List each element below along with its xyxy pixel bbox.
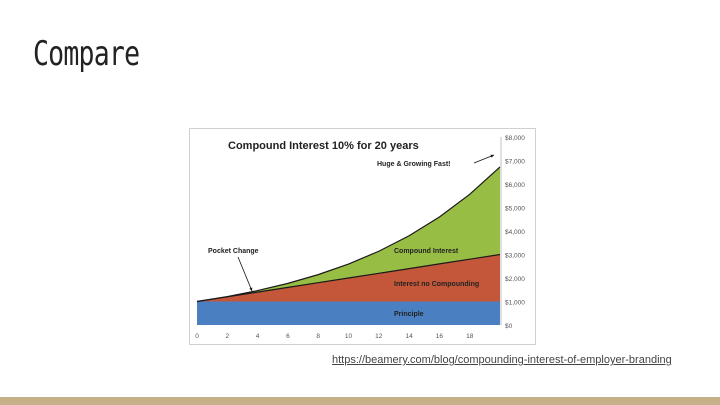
no-compounding-label: Interest no Compounding: [394, 281, 479, 288]
x-tick-label: 0: [195, 333, 199, 340]
y-tick-label: $4,000: [505, 229, 525, 236]
chart-frame: Compound Interest 10% for 20 years $0 $1,…: [189, 128, 536, 345]
x-tick-label: 18: [466, 333, 474, 340]
annotation-arrow-huge-head: [490, 154, 494, 158]
footer-bar: [0, 397, 720, 405]
annotation-huge-growing: Huge & Growing Fast!: [377, 161, 451, 168]
x-tick-label: 12: [375, 333, 383, 340]
chart-title: Compound Interest 10% for 20 years: [228, 140, 419, 152]
y-tick-label: $5,000: [505, 206, 525, 213]
y-tick-label: $0: [505, 323, 513, 330]
slide-title: Compare: [33, 34, 140, 74]
x-tick-label: 16: [436, 333, 444, 340]
x-tick-label: 10: [345, 333, 353, 340]
annotation-arrow-pocket-head: [249, 287, 253, 291]
x-tick-label: 6: [286, 333, 290, 340]
y-tick-label: $7,000: [505, 159, 525, 166]
annotation-arrow-huge: [473, 154, 495, 164]
no-compounding-line: [196, 253, 501, 303]
y-tick-label: $3,000: [505, 253, 525, 260]
principle-area: [197, 301, 500, 325]
y-tick-label: $6,000: [505, 182, 525, 189]
source-link[interactable]: https://beamery.com/blog/compounding-int…: [332, 354, 672, 366]
x-tick-label: 8: [316, 333, 320, 340]
x-tick-label: 14: [405, 333, 413, 340]
annotation-arrow-pocket: [237, 256, 253, 292]
y-tick-label: $8,000: [505, 135, 525, 142]
y-tick-label: $1,000: [505, 300, 525, 307]
compound-interest-label: Compound Interest: [394, 248, 459, 255]
annotation-pocket-change: Pocket Change: [208, 248, 259, 255]
x-tick-label: 2: [225, 333, 229, 340]
compound-interest-chart: Compound Interest 10% for 20 years $0 $1,…: [195, 135, 525, 340]
x-tick-label: 4: [256, 333, 260, 340]
y-tick-label: $2,000: [505, 276, 525, 283]
compound-interest-line: [196, 166, 501, 303]
principle-label: Principle: [394, 311, 424, 318]
